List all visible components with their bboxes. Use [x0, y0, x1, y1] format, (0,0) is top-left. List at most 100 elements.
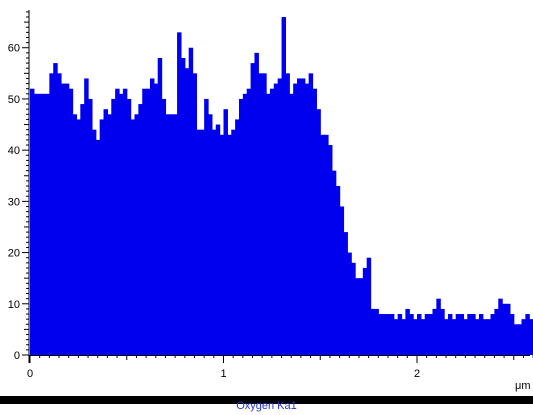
histogram-bar: [246, 88, 252, 355]
histogram-bar: [88, 98, 93, 355]
histogram-bar: [463, 319, 468, 355]
histogram-bar: [374, 308, 379, 355]
histogram-bar: [134, 114, 139, 355]
histogram-bar: [231, 129, 236, 355]
histogram-bar: [475, 319, 480, 355]
histogram-bar: [417, 314, 422, 355]
histogram-bar: [200, 129, 205, 355]
y-tick-label: 10: [8, 299, 20, 311]
histogram-chart: 0 10 20 30 40 50 60 0 1 2 μm: [8, 10, 533, 392]
histogram-bar: [95, 139, 101, 355]
histogram-bar: [281, 17, 287, 355]
histogram-bar: [401, 319, 406, 355]
histogram-bar: [173, 114, 178, 355]
histogram-bar: [513, 324, 519, 355]
histogram-bar: [169, 114, 174, 355]
x-tick-label: 1: [220, 368, 226, 380]
histogram-bar: [277, 78, 283, 355]
y-tick-label: 40: [8, 145, 20, 157]
y-tick-label: 50: [8, 94, 20, 106]
histogram-bar: [347, 252, 352, 355]
histogram-bar: [312, 88, 317, 355]
histogram-bar: [115, 88, 120, 355]
histogram-bar: [41, 93, 47, 355]
histogram-bar: [192, 73, 198, 355]
histogram-bar: [297, 78, 302, 355]
histogram-bar: [37, 93, 43, 355]
histogram-bar: [293, 83, 298, 355]
histogram-bar: [30, 88, 35, 355]
histogram-bar: [451, 319, 457, 355]
chart-ticks: 0 10 20 30 40 50 60 0 1 2: [8, 11, 533, 380]
histogram-bar: [413, 319, 418, 355]
histogram-bar: [103, 109, 108, 356]
histogram-bar: [366, 257, 372, 355]
histogram-bar: [397, 314, 403, 355]
histogram-bar: [242, 93, 248, 355]
y-tick-label: 30: [8, 196, 20, 208]
histogram-bar: [60, 83, 66, 355]
histogram-bar: [486, 319, 492, 355]
histogram-bar: [339, 206, 345, 355]
histogram-bar: [424, 314, 430, 355]
histogram-bar: [269, 88, 275, 355]
histogram-bar: [57, 73, 62, 355]
histogram-bar: [405, 308, 410, 355]
histogram-bar: [432, 308, 437, 355]
histogram-bar: [153, 83, 159, 355]
histogram-bar: [219, 134, 225, 355]
histogram-bar: [331, 170, 337, 355]
histogram-bar: [130, 119, 136, 355]
histogram-bar: [525, 314, 530, 355]
histogram-bar: [316, 109, 321, 356]
histogram-bar: [304, 83, 310, 355]
histogram-bar: [149, 78, 155, 355]
histogram-bar: [107, 114, 112, 355]
x-axis-unit-label: μm: [515, 380, 531, 392]
histogram-bar: [80, 104, 85, 355]
histogram-bar: [509, 314, 515, 355]
histogram-bar: [180, 57, 186, 355]
histogram-bar: [273, 83, 279, 355]
histogram-bar: [84, 78, 89, 355]
histogram-bar: [467, 314, 472, 355]
histogram-bar: [436, 298, 441, 355]
histogram-bar: [455, 314, 461, 355]
x-tick-label: 2: [414, 368, 420, 380]
histogram-bar: [482, 319, 488, 355]
histogram-bar: [111, 98, 116, 355]
histogram-bar: [258, 73, 263, 355]
histogram-bar: [49, 73, 54, 355]
y-tick-label: 60: [8, 43, 20, 55]
histogram-bar: [494, 308, 499, 355]
histogram-bar: [196, 129, 201, 355]
histogram-bar: [53, 63, 58, 356]
histogram-bar: [266, 93, 271, 355]
histogram-bar: [343, 232, 348, 355]
histogram-bar: [250, 63, 256, 356]
histogram-bar: [157, 57, 163, 355]
histogram-bar: [529, 319, 533, 355]
histogram-bar: [409, 314, 414, 355]
histogram-bar: [389, 314, 395, 355]
footer-spectrum-label: Oxygen Ka1: [236, 400, 297, 412]
histogram-bar: [324, 134, 329, 355]
histogram-bar: [506, 303, 511, 355]
histogram-bar: [165, 114, 170, 355]
histogram-bar: [142, 88, 147, 355]
histogram-bar: [478, 314, 484, 355]
histogram-bar: [382, 314, 387, 355]
histogram-bar: [238, 98, 244, 355]
histogram-bar: [471, 314, 476, 355]
histogram-bar: [335, 186, 341, 355]
x-tick-label: 0: [27, 368, 33, 380]
histogram-bar: [122, 88, 128, 355]
histogram-bar: [370, 308, 376, 355]
histogram-bar: [459, 314, 465, 355]
histogram-bar: [386, 314, 391, 355]
histogram-bar: [327, 145, 333, 355]
histogram-bar: [72, 114, 78, 355]
histogram-bar: [355, 278, 360, 355]
histogram-bar: [289, 93, 294, 355]
histogram-bar: [99, 119, 105, 355]
